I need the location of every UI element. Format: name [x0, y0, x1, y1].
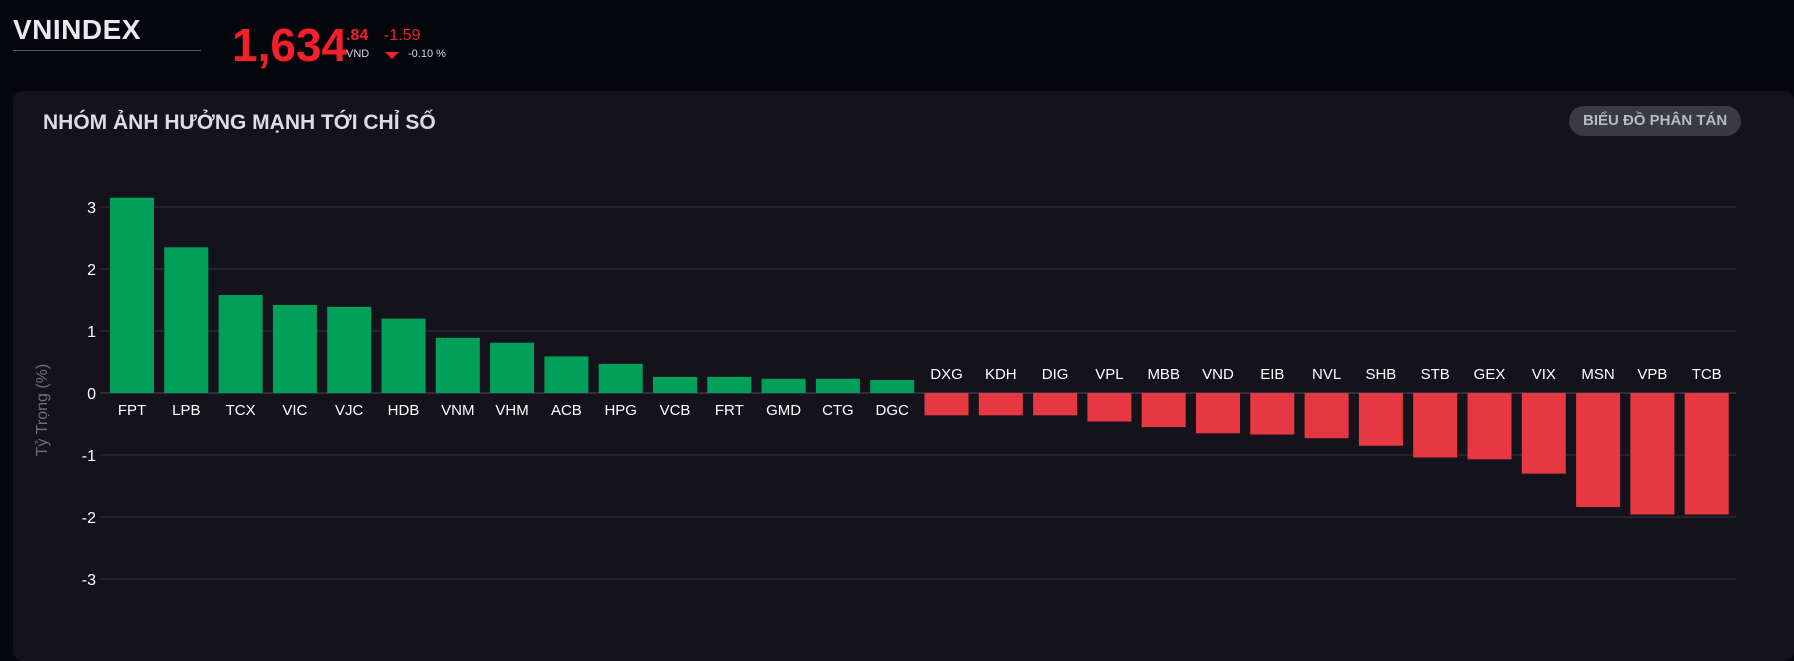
category-label: TCX: [226, 402, 256, 419]
bar-tcx[interactable]: [218, 295, 263, 393]
category-label: NVL: [1312, 366, 1341, 383]
category-label: MSN: [1581, 366, 1614, 383]
bar-lpb[interactable]: [164, 247, 209, 393]
bar-mbb[interactable]: [1141, 393, 1186, 428]
price-unit: VND: [346, 48, 370, 60]
bar-vpl[interactable]: [1087, 393, 1132, 422]
scatter-chart-button[interactable]: BIỂU ĐỒ PHÂN TÁN: [1569, 106, 1742, 136]
category-label: STB: [1421, 366, 1450, 383]
category-label: VIX: [1532, 366, 1556, 383]
bar-vnd[interactable]: [1196, 393, 1240, 434]
index-name[interactable]: VNINDEX: [13, 14, 141, 45]
category-label: VNM: [441, 402, 474, 419]
bar-gex[interactable]: [1467, 393, 1512, 460]
y-tick-labels: 3 2 1 0 -1 -2 -3: [82, 200, 96, 589]
bar-vic[interactable]: [272, 304, 317, 393]
category-label: DXG: [930, 366, 963, 383]
bar-vhm[interactable]: [490, 342, 535, 393]
bar-gmd[interactable]: [761, 378, 806, 393]
category-label: LPB: [172, 402, 200, 419]
top-bar: VNINDEX 1,634 .84 VND -1.59 -0.10 %: [0, 0, 1794, 90]
bar-eib[interactable]: [1250, 393, 1295, 435]
category-label: VND: [1202, 366, 1234, 383]
category-label: VPB: [1637, 366, 1667, 383]
bar-tcb[interactable]: [1684, 393, 1729, 515]
y-tick-label: 1: [87, 324, 96, 341]
y-tick-label: 0: [87, 386, 96, 403]
bar-nvl[interactable]: [1304, 393, 1349, 439]
bars: [110, 197, 1729, 515]
category-label: CTG: [822, 402, 854, 419]
category-label: HPG: [604, 402, 637, 419]
bar-hpg[interactable]: [598, 363, 643, 393]
y-tick-label: -1: [82, 448, 96, 465]
bar-dgc[interactable]: [870, 379, 915, 393]
category-label: KDH: [985, 366, 1017, 383]
category-label: SHB: [1365, 366, 1396, 383]
category-label: GEX: [1474, 366, 1506, 383]
bar-vnm[interactable]: [435, 337, 480, 393]
y-tick-label: -3: [82, 572, 96, 589]
y-tick-label: 3: [87, 200, 96, 217]
index-price: 1,634: [232, 19, 348, 71]
category-label: MBB: [1147, 366, 1180, 383]
bar-stb[interactable]: [1413, 393, 1458, 458]
category-label: EIB: [1260, 366, 1284, 383]
y-tick-label: 2: [87, 262, 96, 279]
category-label: VPL: [1095, 366, 1123, 383]
bar-kdh[interactable]: [978, 393, 1023, 416]
bar-shb[interactable]: [1358, 393, 1403, 446]
category-labels: FPT LPB TCX VIC VJC HDB VNM VHM ACB HPG VCB FRT GMD C…: [118, 366, 1722, 419]
category-label: DIG: [1042, 366, 1069, 383]
index-price-decimal: .84: [346, 27, 369, 44]
bar-ctg[interactable]: [815, 378, 860, 393]
category-label: ACB: [551, 402, 582, 419]
category-label: VIC: [282, 402, 307, 419]
category-label: HDB: [388, 402, 420, 419]
bar-hdb[interactable]: [381, 318, 426, 393]
category-label: DGC: [876, 402, 910, 419]
bar-dxg[interactable]: [924, 393, 969, 416]
bar-msn[interactable]: [1576, 393, 1621, 508]
bar-fpt[interactable]: [110, 197, 154, 393]
bar-vcb[interactable]: [653, 376, 697, 393]
grid-lines: [100, 206, 1736, 580]
category-label: VCB: [660, 402, 691, 419]
y-tick-label: -2: [82, 510, 96, 527]
category-label: VJC: [335, 402, 364, 419]
index-underline: [13, 50, 201, 51]
down-arrow-icon: [385, 52, 399, 59]
category-label: GMD: [766, 402, 801, 419]
bar-acb[interactable]: [544, 356, 589, 393]
bar-dig[interactable]: [1033, 393, 1078, 416]
bar-frt[interactable]: [707, 376, 752, 393]
panel-title: NHÓM ẢNH HƯỞNG MẠNH TỚI CHỈ SỐ: [43, 111, 436, 134]
y-axis-label: Tỷ Trọng (%): [34, 364, 51, 456]
bar-vjc[interactable]: [327, 306, 372, 393]
category-label: FRT: [715, 402, 744, 419]
category-label: FPT: [118, 402, 146, 419]
category-label: VHM: [495, 402, 528, 419]
bar-vpb[interactable]: [1630, 393, 1675, 515]
change-percent: -0.10 %: [408, 48, 446, 60]
bar-vix[interactable]: [1521, 393, 1566, 474]
change-value: -1.59: [384, 27, 421, 44]
category-label: TCB: [1692, 366, 1722, 383]
